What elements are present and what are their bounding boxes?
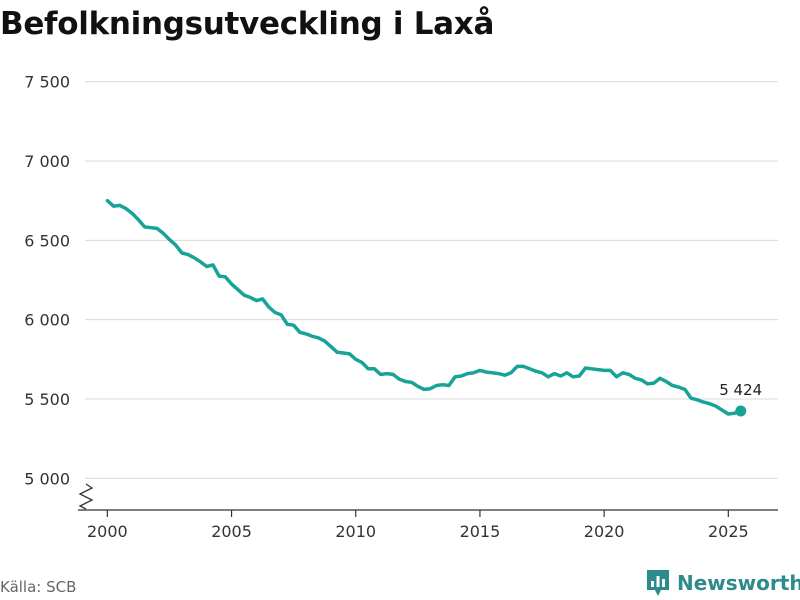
chart-title: Befolkningsutveckling i Laxå [0, 6, 495, 42]
y-tick-label: 5 500 [24, 390, 70, 409]
y-tick-label: 7 000 [24, 152, 70, 171]
y-tick-label: 7 500 [24, 73, 70, 92]
series-line [105, 198, 743, 416]
newsworthy-icon [647, 570, 669, 596]
y-axis-ticks: 5 000 5 500 6 000 6 500 7 000 7 500 [24, 73, 70, 489]
y-tick-label: 6 000 [24, 311, 70, 330]
x-tick-label: 2000 [87, 522, 128, 541]
last-point-marker [735, 405, 747, 417]
x-tick-label: 2015 [460, 522, 501, 541]
x-tick-label: 2010 [335, 522, 376, 541]
x-tick-label: 2025 [708, 522, 749, 541]
axes [78, 483, 778, 511]
series-befolkning: 5 424 [105, 198, 762, 417]
y-tick-label: 5 000 [24, 469, 70, 488]
axis-break-icon [78, 483, 94, 510]
last-point-label: 5 424 [719, 381, 762, 399]
x-axis-ticks: 2000 2005 2010 2015 2020 2025 [87, 510, 749, 541]
brand-name: Newsworthy [677, 571, 800, 595]
y-tick-label: 6 500 [24, 231, 70, 250]
newsworthy-logo[interactable]: Newsworthy [645, 568, 800, 598]
x-tick-label: 2005 [211, 522, 252, 541]
source-note: Källa: SCB [0, 578, 77, 596]
gridlines [85, 81, 778, 479]
x-tick-label: 2020 [584, 522, 625, 541]
